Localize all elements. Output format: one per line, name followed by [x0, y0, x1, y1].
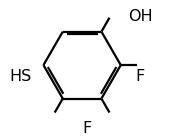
Text: HS: HS [10, 69, 32, 84]
Text: OH: OH [128, 9, 153, 24]
Text: F: F [83, 121, 92, 136]
Text: F: F [135, 69, 144, 84]
